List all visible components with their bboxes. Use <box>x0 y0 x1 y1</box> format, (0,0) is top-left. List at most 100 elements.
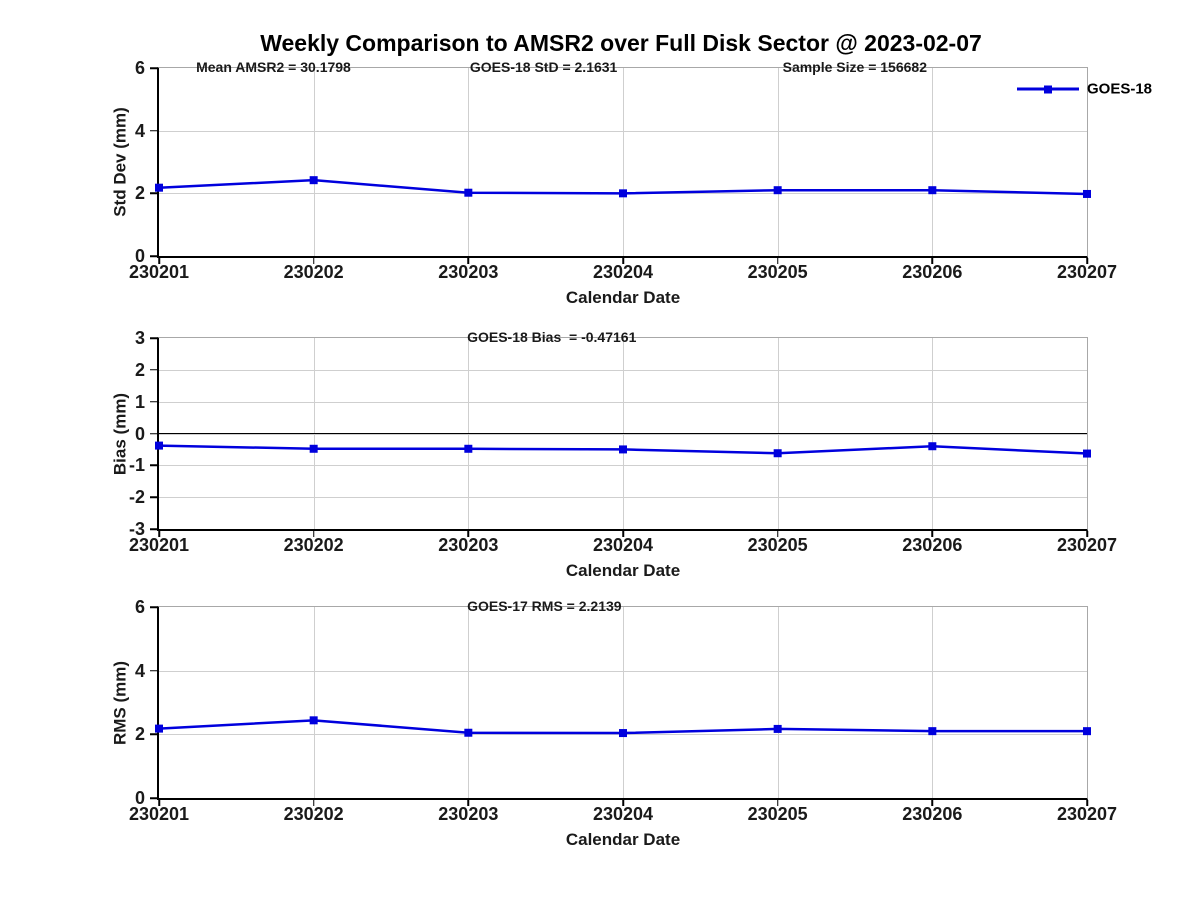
y-tick-mark <box>150 400 157 403</box>
x-tick-label: 230206 <box>902 262 963 282</box>
x-axis-label: Calendar Date <box>565 561 681 580</box>
data-point-marker <box>464 444 473 453</box>
x-tick-mark <box>158 800 160 806</box>
y-tick-label: 4 <box>134 120 145 141</box>
x-tick-mark <box>1086 258 1088 264</box>
y-tick-label: -2 <box>128 487 145 508</box>
x-tick-mark <box>622 800 624 806</box>
gridline-horizontal <box>159 465 1087 467</box>
data-point-marker <box>155 724 163 733</box>
data-point-marker <box>309 716 318 725</box>
y-tick-mark <box>150 129 157 132</box>
x-tick-mark <box>931 531 934 537</box>
data-point-marker <box>928 442 937 451</box>
y-tick-mark <box>150 464 157 467</box>
y-tick-label: 0 <box>134 246 145 266</box>
x-tick-mark <box>467 531 470 537</box>
y-tick-label: -3 <box>128 519 145 539</box>
x-tick-label: 230204 <box>592 804 654 824</box>
x-tick-mark <box>1086 531 1088 537</box>
x-tick-label: 230202 <box>283 804 344 824</box>
y-tick-mark <box>150 255 157 257</box>
x-tick-label: 230201 <box>128 262 190 282</box>
x-tick-mark <box>467 258 470 264</box>
data-point-marker <box>928 186 937 195</box>
zero-reference-line <box>159 432 1087 435</box>
y-tick-mark <box>150 606 157 608</box>
x-tick-mark <box>312 800 315 806</box>
x-tick-mark <box>931 258 934 264</box>
data-point-marker <box>619 189 627 198</box>
annotation-std-dev: Mean AMSR2 = 30.1798 <box>196 59 351 75</box>
x-tick-mark <box>776 258 779 264</box>
legend: GOES-18 <box>1017 82 1152 97</box>
x-tick-mark <box>1086 800 1088 806</box>
x-tick-mark <box>467 800 470 806</box>
x-tick-label: 230206 <box>902 535 963 555</box>
x-tick-mark <box>776 800 779 806</box>
gridline-vertical <box>623 68 624 256</box>
gridline-horizontal <box>159 369 1087 371</box>
x-tick-label: 230202 <box>283 262 344 282</box>
x-tick-label: 230203 <box>438 535 499 555</box>
x-tick-label: 230201 <box>128 804 190 824</box>
y-tick-label: 4 <box>134 660 145 681</box>
data-series-std-dev <box>155 176 1091 198</box>
y-tick-label: 0 <box>134 788 145 808</box>
legend-label: GOES-18 <box>1087 80 1153 98</box>
x-tick-label: 230204 <box>592 535 654 555</box>
x-tick-label: 230207 <box>1056 262 1118 282</box>
gridline-horizontal <box>159 401 1087 403</box>
y-axis-label: Std Dev (mm) <box>110 107 130 217</box>
x-tick-mark <box>312 258 315 264</box>
annotation-std-dev: Sample Size = 156682 <box>782 59 927 75</box>
data-point-marker <box>773 724 782 733</box>
data-point-marker <box>619 729 627 738</box>
data-point-marker <box>309 444 318 453</box>
subplot-bias: 230201 230202 230203 230204 230205 230206 2302… <box>111 329 1118 579</box>
data-point-marker <box>773 186 782 195</box>
y-tick-mark <box>150 369 157 371</box>
x-tick-label: 230203 <box>438 804 499 824</box>
data-point-marker <box>309 176 318 185</box>
data-point-marker <box>1083 727 1091 736</box>
x-tick-mark <box>158 258 160 264</box>
y-tick-label: 6 <box>134 58 145 78</box>
gridline-vertical <box>313 68 315 256</box>
data-point-marker <box>773 449 782 458</box>
x-tick-label: 230201 <box>128 535 190 555</box>
x-tick-label: 230207 <box>1056 804 1118 824</box>
gridline-vertical <box>777 68 779 256</box>
gridline-vertical <box>623 607 624 798</box>
legend-marker-sample <box>1044 85 1052 93</box>
y-tick-mark <box>150 432 157 435</box>
x-tick-mark <box>931 800 934 806</box>
y-axis-label: RMS (mm) <box>110 660 130 745</box>
subplot-rms: 230201 230202 230203 230204 230205 230206 2302… <box>111 598 1118 848</box>
y-tick-label: 2 <box>134 183 145 204</box>
y-tick-label: 1 <box>134 391 145 412</box>
data-point-marker <box>928 727 937 736</box>
annotation-bias: GOES-18 Bias = -0.47161 <box>467 329 637 345</box>
x-tick-label: 230202 <box>283 535 344 555</box>
gridline-vertical <box>468 607 470 798</box>
y-tick-mark <box>150 733 157 736</box>
gridline-vertical <box>468 68 470 256</box>
gridline-vertical <box>932 68 934 256</box>
y-tick-label: 6 <box>134 597 145 617</box>
x-tick-label: 230205 <box>747 804 808 824</box>
x-tick-mark <box>312 531 315 537</box>
y-tick-mark <box>150 337 157 339</box>
subplot-std-dev: 230201 230202 230203 230204 230205 230206 2302… <box>111 59 1153 306</box>
data-point-marker <box>1083 449 1091 458</box>
gridline-vertical <box>313 607 315 798</box>
x-tick-label: 230206 <box>902 804 963 824</box>
x-tick-label: 230207 <box>1056 535 1118 555</box>
x-tick-mark <box>158 531 160 537</box>
x-axis-label: Calendar Date <box>565 288 681 307</box>
annotation-std-dev: GOES-18 StD = 2.1631 <box>469 59 618 75</box>
y-tick-label: 2 <box>134 359 145 380</box>
y-tick-label: -1 <box>128 455 145 476</box>
x-tick-label: 230203 <box>438 262 499 282</box>
